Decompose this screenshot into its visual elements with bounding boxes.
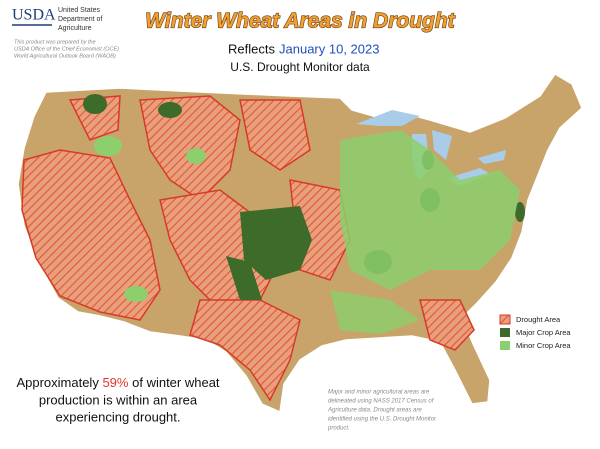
title: Winter Wheat Areas in Drought: [145, 10, 455, 33]
legend-swatch: [500, 341, 510, 350]
credit-line: USDA Office of the Chief Economist (OCE): [14, 46, 119, 52]
summary-rest: of winter wheat: [132, 375, 220, 390]
credit-line: World Agricultural Outlook Board (WAOB): [14, 53, 116, 59]
credit-line: This product was prepared by the: [14, 39, 96, 45]
source: U.S. Drought Monitor data: [230, 60, 370, 74]
note-line: delineated using NASS 2017 Census of: [328, 399, 435, 405]
minor-crop-areas: [94, 130, 520, 334]
legend-swatch: [499, 314, 511, 325]
summary-line: Approximately 59% of winter wheat: [16, 375, 219, 390]
summary-share: 59%: [102, 375, 128, 390]
summary-prefix: Approximately: [16, 375, 99, 390]
agency-line: United States: [58, 7, 101, 14]
legend-swatch: [500, 328, 510, 337]
date: January 10, 2023: [279, 41, 379, 56]
note-line: Agriculture data. Drought areas are: [327, 408, 422, 414]
legend-label: Minor Crop Area: [516, 341, 571, 350]
agency-line: Agriculture: [58, 25, 92, 32]
note-line: product.: [327, 426, 350, 432]
legend-label: Drought Area: [516, 315, 561, 324]
agency-line: Department of: [58, 16, 102, 23]
note-line: identified using the U.S. Drought Monito…: [328, 417, 437, 423]
legend-label: Major Crop Area: [516, 328, 571, 337]
logo: USDA: [12, 7, 56, 24]
summary-line: experiencing drought.: [55, 409, 180, 424]
reflects: Reflects: [228, 41, 275, 56]
note-line: Major and minor agricultural areas are: [328, 390, 430, 396]
legend: Drought Area Major Crop Area Minor Crop …: [499, 314, 571, 350]
summary-line: production is within an area: [39, 392, 198, 407]
